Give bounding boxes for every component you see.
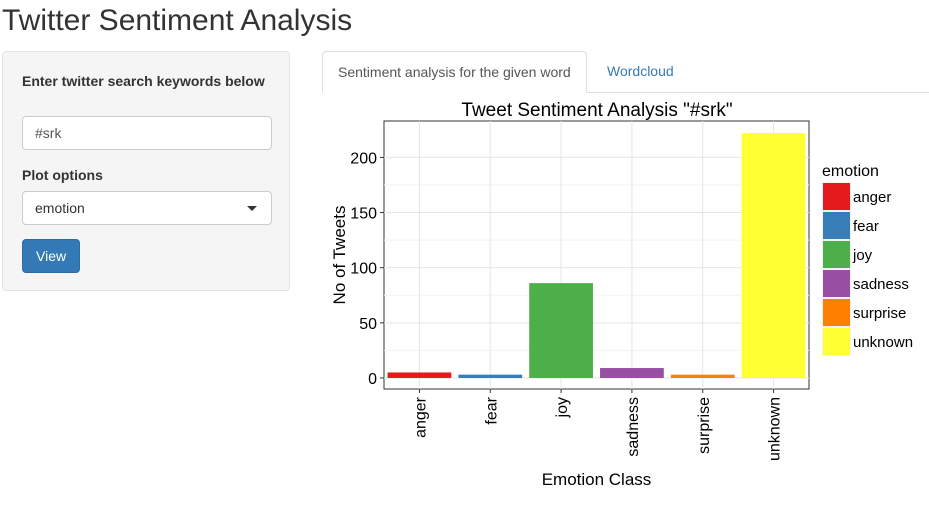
x-tick-label: anger [412,396,429,438]
bar-unknown [741,133,806,378]
plot-area [383,120,810,390]
y-tick-label: 100 [350,261,377,278]
legend-label: unknown [853,334,913,351]
plot-options-selected-value: emotion [35,200,85,216]
search-label: Enter twitter search keywords below [22,73,265,89]
bar-anger [387,372,452,378]
x-tick-label: surprise [696,397,713,454]
bar-sadness [600,368,664,378]
y-axis-label: No of Tweets [330,206,349,305]
plot-options-label: Plot options [22,167,103,183]
sidebar-panel: Enter twitter search keywords below Plot… [2,51,290,291]
legend-swatch-unknown [823,328,850,355]
legend-label: anger [853,189,891,206]
legend-swatch-sadness [823,270,850,297]
app-title: Twitter Sentiment Analysis [2,4,353,37]
legend-label: joy [852,247,873,264]
chevron-down-icon [247,206,257,211]
bars [387,133,806,378]
y-tick-label: 200 [350,150,377,167]
tab-bar: Sentiment analysis for the given word Wo… [322,51,929,93]
x-tick-label: unknown [767,397,784,461]
x-tick-label: sadness [625,397,642,457]
plot-options-select[interactable]: emotion [22,191,272,225]
x-tick-label: joy [554,397,571,418]
x-axis-label: Emotion Class [542,470,652,489]
legend-swatch-surprise [823,299,850,326]
legend-label: sadness [853,276,909,293]
y-tick-label: 50 [359,316,377,333]
legend-swatch-joy [823,241,850,268]
x-tick-label: fear [483,396,500,424]
legend-label: surprise [853,305,906,322]
y-tick-label: 0 [368,371,377,388]
view-button[interactable]: View [22,239,81,273]
bar-surprise [670,374,735,378]
bar-fear [458,374,523,378]
x-axis: anger fear joy sadness surprise unknown [412,389,784,461]
sentiment-bar-chart: Tweet Sentiment Analysis "#srk" 0 50 100 15… [330,100,913,489]
search-input[interactable] [22,116,272,150]
y-axis: 0 50 100 150 200 [350,150,384,388]
bar-joy [529,283,593,378]
legend-label: fear [853,218,879,235]
legend-title: emotion [822,163,879,180]
tab-sentiment-analysis[interactable]: Sentiment analysis for the given word [322,51,587,93]
grid-lines [384,121,809,389]
tab-wordcloud[interactable]: Wordcloud [607,63,674,79]
chart-legend: emotion anger fear joy sadness surprise unknow… [822,163,913,356]
y-tick-label: 150 [350,206,377,223]
legend-swatch-fear [823,212,850,239]
chart-title: Tweet Sentiment Analysis "#srk" [461,100,732,121]
legend-swatch-anger [823,183,850,210]
